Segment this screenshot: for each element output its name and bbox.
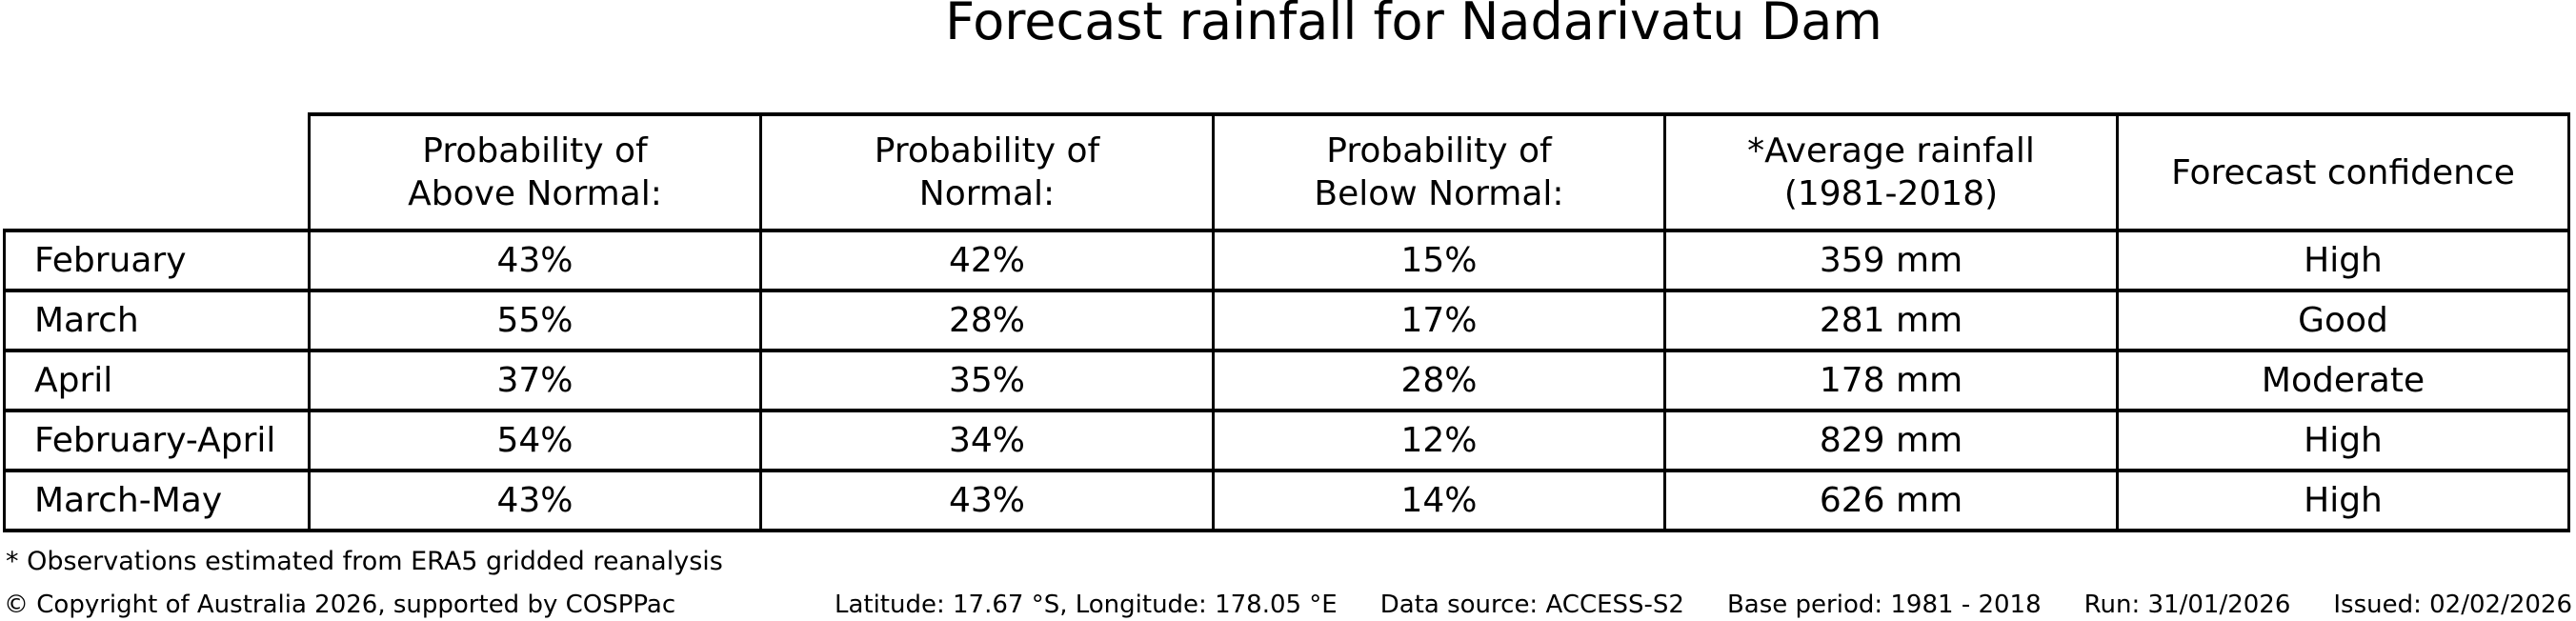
footer-bar: © Copyright of Australia 2026, supported…: [4, 592, 2572, 617]
cell-average-rainfall: 626 mm: [1663, 469, 2119, 532]
cell-average-rainfall: 829 mm: [1663, 409, 2119, 472]
cell-prob-normal: 43%: [759, 469, 1215, 532]
cell-prob-normal: 42%: [759, 229, 1215, 292]
row-label: February-April: [3, 409, 311, 472]
corner-cell: [5, 114, 310, 230]
cell-confidence: Moderate: [2116, 349, 2570, 412]
observations-footnote: * Observations estimated from ERA5 gridd…: [6, 547, 723, 576]
cell-confidence: High: [2116, 229, 2570, 292]
row-label: March-May: [3, 469, 311, 532]
base-period-text: Base period: 1981 - 2018: [1726, 591, 2042, 619]
cell-prob-above: 37%: [308, 349, 762, 412]
col-header-below-normal: Probability of Below Normal:: [1212, 112, 1666, 232]
cell-prob-below: 17%: [1212, 289, 1666, 352]
cell-prob-normal: 34%: [759, 409, 1215, 472]
table-header-row: Probability of Above Normal: Probability…: [5, 112, 2570, 232]
cell-average-rainfall: 178 mm: [1663, 349, 2119, 412]
cell-prob-below: 12%: [1212, 409, 1666, 472]
forecast-table: Probability of Above Normal: Probability…: [3, 112, 2570, 532]
col-header-average-rainfall: *Average rainfall (1981-2018): [1663, 112, 2119, 232]
issued-date-text: Issued: 02/02/2026: [2333, 591, 2572, 619]
cell-prob-above: 54%: [308, 409, 762, 472]
row-label: February: [3, 229, 311, 292]
cell-prob-below: 14%: [1212, 469, 1666, 532]
cell-prob-below: 15%: [1212, 229, 1666, 292]
table-row-february-april: February-April 54% 34% 12% 829 mm High: [3, 409, 2570, 472]
page-title: Forecast rainfall for Nadarivatu Dam: [945, 0, 1882, 51]
table-row-march: March 55% 28% 17% 281 mm Good: [3, 289, 2570, 352]
table-row-april: April 37% 35% 28% 178 mm Moderate: [3, 349, 2570, 412]
table-row-march-may: March-May 43% 43% 14% 626 mm High: [3, 469, 2570, 532]
cell-confidence: Good: [2116, 289, 2570, 352]
cell-average-rainfall: 359 mm: [1663, 229, 2119, 292]
data-source-text: Data source: ACCESS-S2: [1379, 591, 1684, 619]
col-header-above-normal: Probability of Above Normal:: [308, 112, 762, 232]
cell-prob-above: 55%: [308, 289, 762, 352]
cell-prob-normal: 35%: [759, 349, 1215, 412]
cell-average-rainfall: 281 mm: [1663, 289, 2119, 352]
cell-prob-above: 43%: [308, 229, 762, 292]
row-label: April: [3, 349, 311, 412]
cell-prob-above: 43%: [308, 469, 762, 532]
col-header-forecast-confidence: Forecast confidence: [2116, 112, 2570, 232]
run-date-text: Run: 31/01/2026: [2083, 591, 2291, 619]
cell-confidence: High: [2116, 409, 2570, 472]
cell-prob-normal: 28%: [759, 289, 1215, 352]
footer-meta-group: Latitude: 17.67 °S, Longitude: 178.05 °E…: [835, 592, 2572, 617]
cell-confidence: High: [2116, 469, 2570, 532]
cell-prob-below: 28%: [1212, 349, 1666, 412]
table-row-february: February 43% 42% 15% 359 mm High: [3, 229, 2570, 292]
col-header-normal: Probability of Normal:: [759, 112, 1215, 232]
location-text: Latitude: 17.67 °S, Longitude: 178.05 °E: [834, 591, 1338, 619]
copyright-text: © Copyright of Australia 2026, supported…: [4, 591, 676, 619]
row-label: March: [3, 289, 311, 352]
